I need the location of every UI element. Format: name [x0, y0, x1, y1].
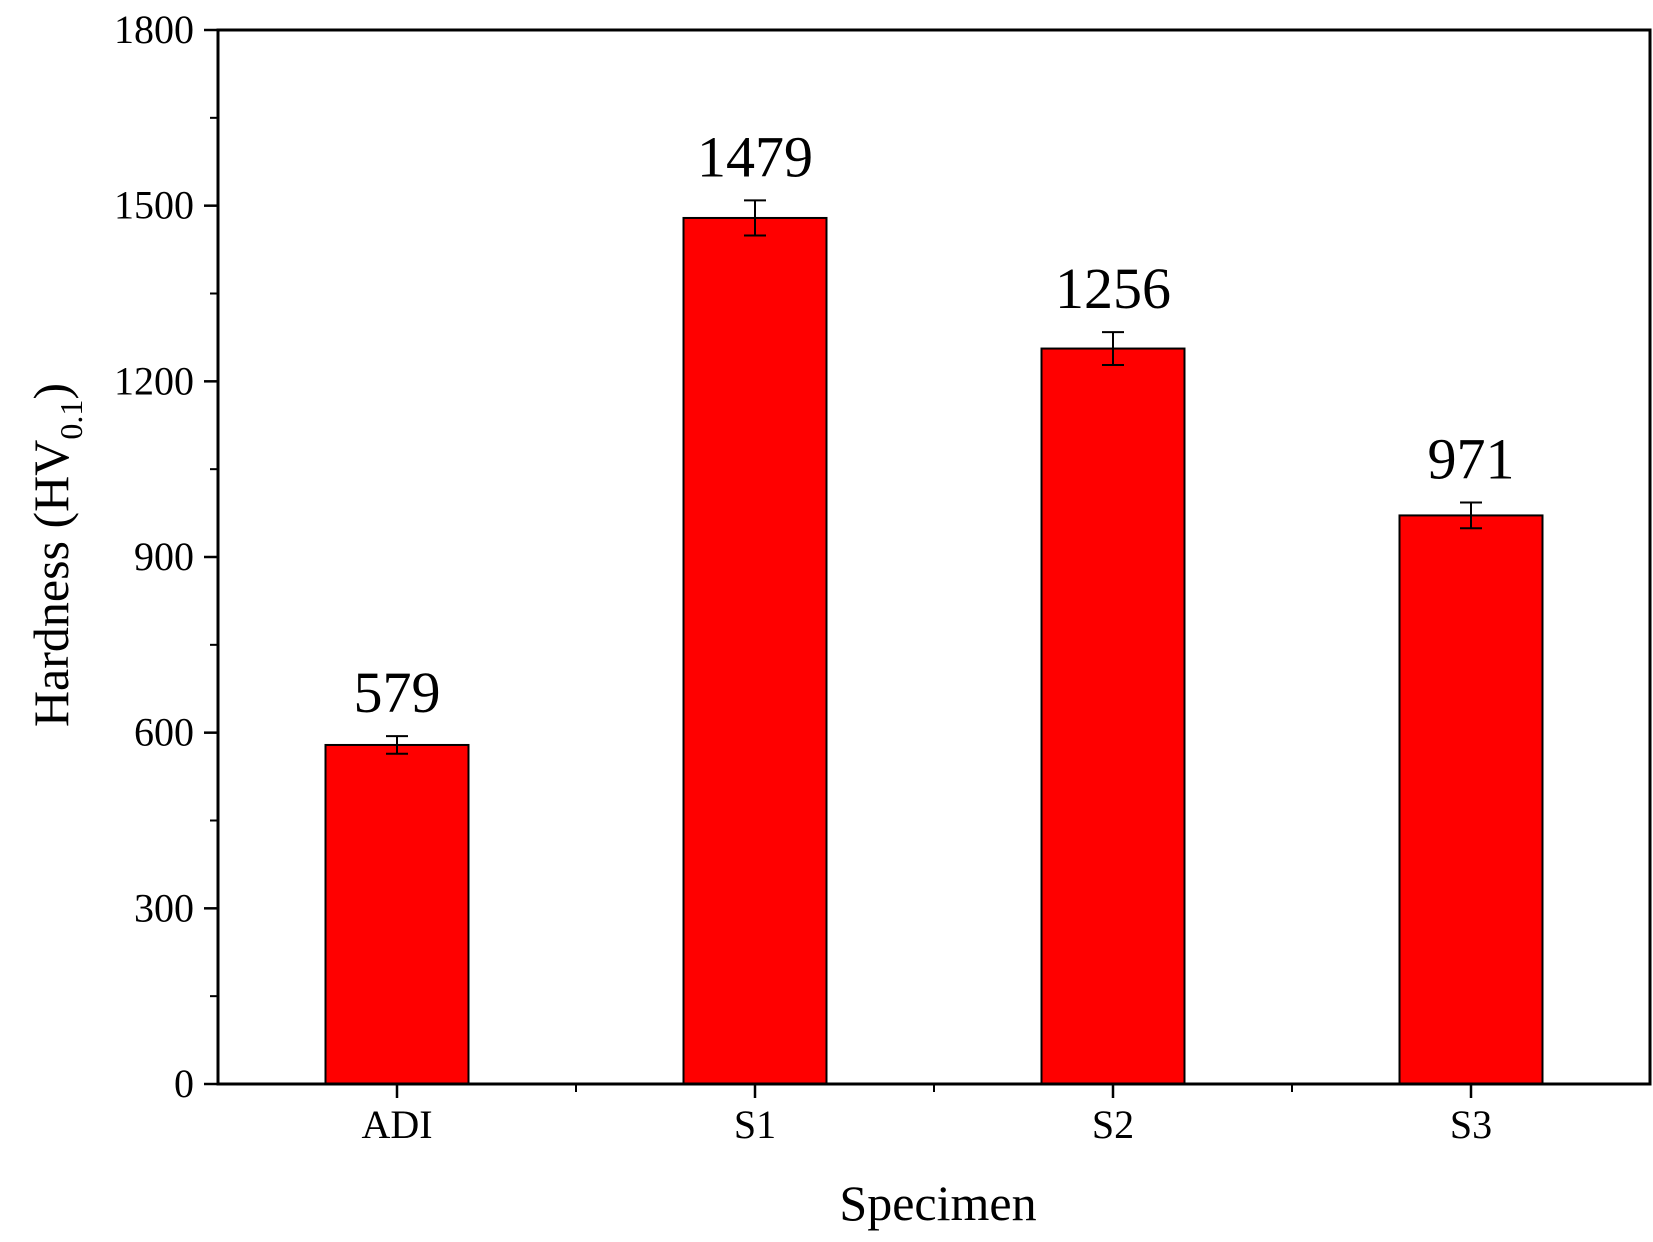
x-tick-label-S2: S2: [1092, 1102, 1134, 1147]
bar-S2: [1040, 347, 1186, 1085]
y-tick-label: 1800: [114, 7, 194, 52]
y-tick-label: 600: [134, 710, 194, 755]
bar-S1: [682, 216, 828, 1086]
y-tick-label: 0: [174, 1061, 194, 1106]
x-tick-label-S1: S1: [734, 1102, 776, 1147]
y-tick-label: 900: [134, 534, 194, 579]
x-tick-label-S3: S3: [1450, 1102, 1492, 1147]
plot-area: 579 ADI 1479 S1 1256 S2 971 S3 0 300 600 900 1200 150…: [114, 7, 1652, 1147]
bar-ADI: [324, 743, 470, 1085]
data-label-S3: 971: [1428, 427, 1515, 492]
y-axis-title: Hardness (HV0.1): [23, 383, 89, 727]
x-axis-title: Specimen: [839, 1175, 1036, 1231]
y-tick-label: 1500: [114, 183, 194, 228]
y-axis-title-subscript: 0.1: [53, 400, 89, 440]
data-label-ADI: 579: [354, 660, 441, 725]
x-tick-label-ADI: ADI: [361, 1102, 432, 1147]
y-tick-label: 1200: [114, 358, 194, 403]
y-axis-title-close: ): [23, 383, 79, 400]
y-axis-title-main: Hardness (HV: [23, 440, 79, 727]
plot-frame: [216, 28, 1652, 1086]
bar-S3: [1398, 514, 1544, 1085]
y-tick-label: 300: [134, 885, 194, 930]
data-label-S1: 1479: [697, 124, 813, 189]
data-label-S2: 1256: [1055, 256, 1171, 321]
